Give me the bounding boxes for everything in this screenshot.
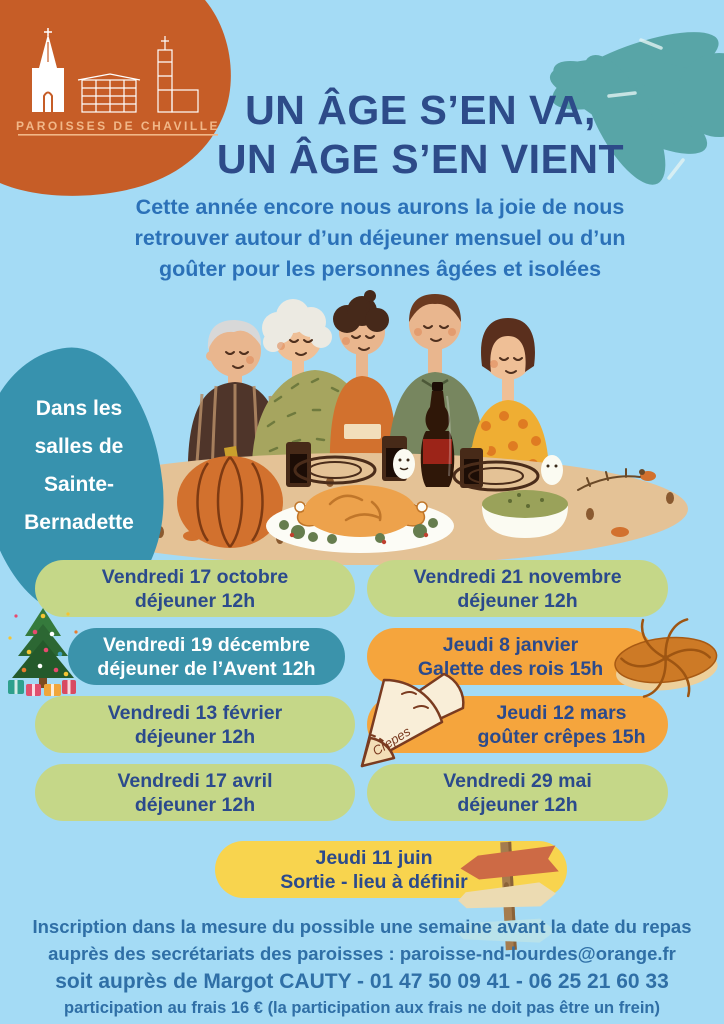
- dinner-illustration: [32, 290, 688, 565]
- footer-line-3: soit auprès de Margot CAUTY - 01 47 50 0…: [55, 970, 669, 993]
- footer: Inscription dans la mesure du possible u…: [12, 913, 712, 1020]
- event-detail: déjeuner 12h: [457, 589, 578, 612]
- event-pill-january: Jeudi 8 janvier Galette des rois 15h: [367, 628, 654, 685]
- event-detail: Galette des rois 15h: [417, 657, 604, 680]
- title-line-2: UN ÂGE S’EN VIENT: [216, 136, 625, 182]
- person-boy-orange: [329, 290, 397, 476]
- event-date: Vendredi 17 avril: [117, 769, 273, 792]
- event-date: Jeudi 12 mars: [496, 701, 627, 724]
- church-logo: PAROISSES DE CHAVILLE: [16, 28, 220, 136]
- page-title: UN ÂGE S’EN VA, UN ÂGE S’EN VIENT: [168, 86, 673, 184]
- cola-bottle: [420, 382, 455, 487]
- christmas-tree-icon: [8, 608, 78, 696]
- subtitle-line-2: retrouver autour d’un déjeuner mensuel o…: [134, 226, 626, 250]
- turkey-platter: [266, 485, 454, 553]
- title-line-1: UN ÂGE S’EN VA,: [245, 87, 596, 133]
- event-detail: déjeuner 12h: [134, 725, 256, 748]
- food-bowl: [482, 490, 568, 538]
- poster-subtitle: Cette année encore nous aurons la joie d…: [80, 192, 680, 285]
- footer-line-2: auprès des secrétariats des paroisses : …: [48, 943, 676, 964]
- logo-blob: PAROISSES DE CHAVILLE: [0, 0, 231, 196]
- footer-line-4: participation au frais 16 € (la particip…: [64, 999, 660, 1017]
- signpost-icon: [455, 841, 559, 951]
- event-detail: déjeuner 12h: [134, 793, 256, 816]
- event-detail: déjeuner 12h: [134, 589, 256, 612]
- location-line-3: Sainte-: [43, 473, 114, 496]
- events-grid: Vendredi 17 octobre déjeuner 12h Vendred…: [35, 560, 668, 821]
- event-pill-february: Vendredi 13 février déjeuner 12h: [35, 696, 355, 753]
- event-date: Vendredi 19 décembre: [102, 633, 311, 656]
- event-date: Vendredi 17 octobre: [101, 565, 289, 588]
- event-date: Vendredi 13 février: [107, 701, 283, 724]
- event-pill-october: Vendredi 17 octobre déjeuner 12h: [35, 560, 355, 617]
- event-date: Jeudi 8 janvier: [442, 633, 579, 656]
- location-line-2: salles de: [34, 435, 124, 458]
- logo-text: PAROISSES DE CHAVILLE: [16, 119, 220, 133]
- crepes-icon: Crepes: [360, 672, 465, 768]
- event-date: Jeudi 11 juin: [315, 846, 433, 869]
- location-line-1: Dans les: [35, 397, 123, 420]
- flower-icon: [549, 32, 724, 185]
- subtitle-line-3: goûter pour les personnes âgées et isolé…: [158, 257, 602, 281]
- event-detail: déjeuner 12h: [457, 793, 578, 816]
- pumpkin: [177, 446, 283, 548]
- orange-blob-shape: [0, 0, 231, 196]
- event-date: Vendredi 21 novembre: [413, 565, 622, 588]
- event-pill-november: Vendredi 21 novembre déjeuner 12h: [367, 560, 668, 617]
- event-detail: déjeuner de l’Avent 12h: [97, 657, 316, 680]
- event-pill-december: Vendredi 19 décembre déjeuner de l’Avent…: [68, 628, 345, 685]
- location-text: Dans les salles de Sainte- Bernadette: [0, 390, 158, 542]
- salt-pepper: [393, 449, 563, 485]
- event-pill-may: Vendredi 29 mai déjeuner 12h: [367, 764, 668, 821]
- location-line-4: Bernadette: [24, 511, 134, 534]
- galette-icon: [614, 618, 718, 698]
- plates: [293, 455, 540, 492]
- event-pill-april: Vendredi 17 avril déjeuner 12h: [35, 764, 355, 821]
- subtitle-line-1: Cette année encore nous aurons la joie d…: [135, 195, 625, 219]
- footer-line-1: Inscription dans la mesure du possible u…: [32, 916, 692, 937]
- event-detail: goûter crêpes 15h: [477, 725, 646, 748]
- event-date: Vendredi 29 mai: [443, 769, 592, 792]
- event-detail: Sortie - lieu à définir: [280, 870, 468, 893]
